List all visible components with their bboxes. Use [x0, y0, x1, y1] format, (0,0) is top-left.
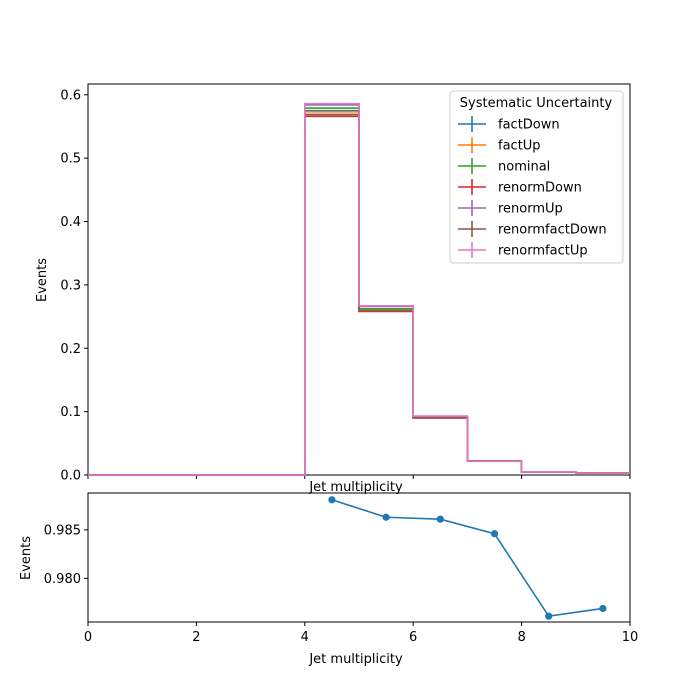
main-y-tick-label: 0.3: [60, 278, 81, 293]
ratio-x-axis: 0 2 4 6 8 10: [84, 622, 638, 645]
ratio-point: [436, 515, 444, 523]
ratio-series-group: [328, 496, 607, 620]
main-y-tick-label: 0.0: [60, 469, 81, 484]
legend-label-factUp: factUp: [498, 139, 541, 154]
legend-label-renormDown: renormDown: [498, 181, 582, 196]
legend-entries: factDown factUp nominal renormDown renormUp r…: [458, 116, 607, 259]
legend-label-renormfactDown: renormfactDown: [498, 223, 607, 238]
legend-box: [449, 90, 624, 264]
ratio-point: [490, 530, 499, 538]
ratio-x-tick-label: 2: [192, 630, 200, 645]
ratio-y-tick-label: 0.985: [44, 523, 81, 538]
main-panel: 0.0 0.1 0.2 0.3 0.4 0.5 0.6 Events Jet multipl…: [35, 83, 631, 495]
ratio-panel: 0.980 0.985 0 2 4 6 8 10 Events Jet multiplici…: [19, 492, 638, 667]
series-line-renormfactUp: [88, 102, 630, 476]
legend-label-renormfactUp: renormfactUp: [498, 244, 588, 259]
ratio-point: [599, 604, 607, 613]
ratio-y-axis-label: Events: [19, 536, 34, 580]
legend-label-factDown: factDown: [498, 118, 560, 133]
main-y-axis: 0.0 0.1 0.2 0.3 0.4 0.5 0.6: [60, 88, 88, 484]
main-series-group: [88, 102, 630, 476]
legend: Systematic Uncertainty factDown factUp nom…: [449, 90, 624, 264]
ratio-x-tick-label: 10: [622, 630, 639, 645]
ratio-y-tick-label: 0.980: [44, 572, 81, 587]
ratio-x-tick-label: 4: [301, 630, 309, 645]
main-y-axis-label: Events: [35, 258, 50, 302]
ratio-y-axis: 0.980 0.985: [44, 523, 88, 587]
ratio-plot-frame: [87, 492, 631, 623]
legend-label-nominal: nominal: [498, 160, 550, 175]
main-y-tick-label: 0.1: [60, 405, 81, 420]
ratio-series-line: [331, 499, 604, 618]
ratio-point: [382, 513, 390, 521]
ratio-x-axis-label: Jet multiplicity: [308, 652, 403, 667]
main-plot-frame: [87, 83, 631, 476]
ratio-point: [328, 496, 336, 504]
main-y-tick-label: 0.4: [60, 215, 81, 230]
ratio-point: [545, 612, 553, 620]
main-y-tick-label: 0.6: [60, 88, 81, 103]
ratio-x-tick-label: 6: [409, 630, 417, 645]
ratio-x-tick-label: 0: [84, 630, 92, 645]
main-y-tick-label: 0.5: [60, 152, 81, 167]
legend-title: Systematic Uncertainty: [460, 96, 613, 111]
legend-label-renormUp: renormUp: [498, 202, 563, 217]
main-x-axis-label: Jet multiplicity: [308, 480, 403, 495]
ratio-x-tick-label: 8: [517, 630, 525, 645]
main-y-tick-label: 0.2: [60, 342, 81, 357]
